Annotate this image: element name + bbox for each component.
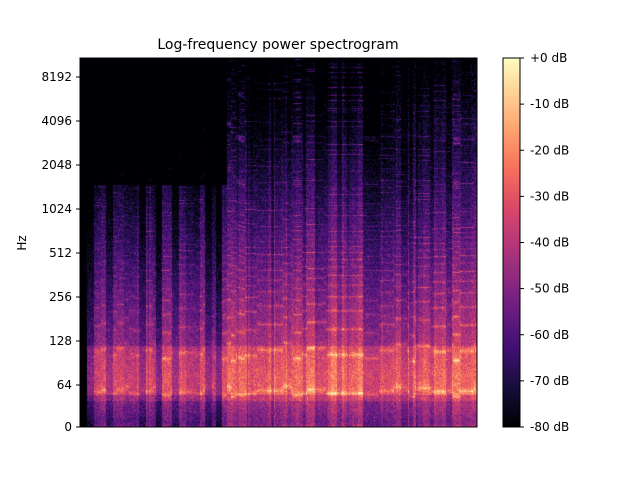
colorbar-tick-label: -10 dB	[530, 97, 569, 111]
colorbar-tick-label: +0 dB	[530, 51, 567, 65]
y-tick-label: 64	[57, 378, 72, 392]
spectrogram-image	[80, 58, 477, 427]
colorbar: +0 dB -10 dB -20 dB -30 dB -40 dB -50 dB -60 d…	[502, 51, 569, 434]
colorbar-tick-label: -50 dB	[530, 282, 569, 296]
y-tick-label: 256	[49, 290, 72, 304]
y-axis-label: Hz	[15, 235, 29, 250]
y-tick-label: 512	[49, 246, 72, 260]
y-tick-label: 4096	[41, 114, 72, 128]
y-tick-label: 2048	[41, 158, 72, 172]
colorbar-gradient	[503, 58, 520, 427]
colorbar-tick-label: -20 dB	[530, 143, 569, 157]
y-tick-label: 128	[49, 334, 72, 348]
y-tick-label: 1024	[41, 202, 72, 216]
y-tick-label: 0	[64, 420, 72, 434]
chart-title: Log-frequency power spectrogram	[157, 37, 398, 53]
plot-frame	[79, 57, 478, 428]
colorbar-tick-label: -40 dB	[530, 236, 569, 250]
spectrogram-plot	[79, 57, 478, 428]
y-axis-ticks: 0 64 128 256 512 1024 2048 4096 8192	[41, 70, 80, 434]
colorbar-tick-label: -70 dB	[530, 374, 569, 388]
colorbar-tick-label: -30 dB	[530, 189, 569, 203]
y-tick-label: 8192	[41, 70, 72, 84]
colorbar-ticks: +0 dB -10 dB -20 dB -30 dB -40 dB -50 dB -60 d…	[520, 51, 569, 434]
colorbar-tick-label: -80 dB	[530, 420, 569, 434]
colorbar-tick-label: -60 dB	[530, 328, 569, 342]
